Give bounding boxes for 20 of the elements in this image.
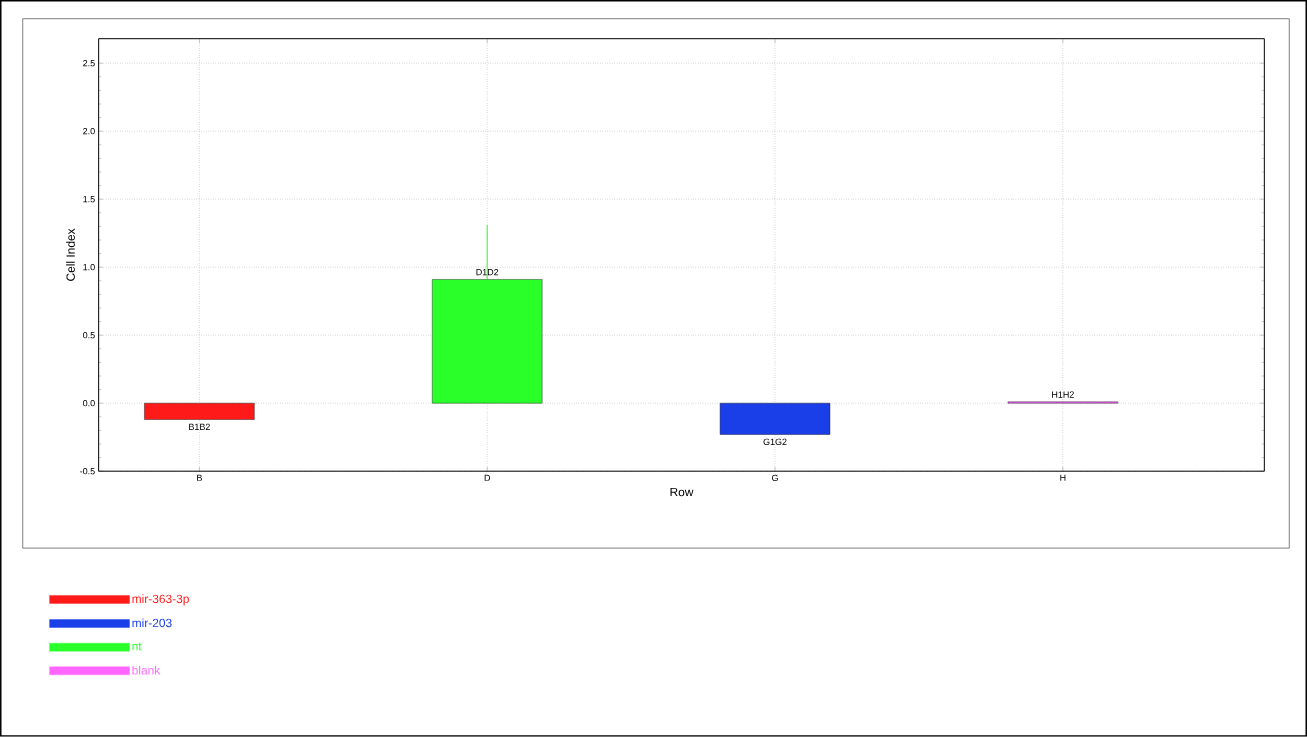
- y-tick-label: 2.0: [83, 128, 95, 135]
- x-tick-label: G: [772, 474, 778, 482]
- text: nt: [132, 642, 142, 651]
- annotation: H1H2: [1052, 391, 1074, 398]
- text: mir-203: [132, 618, 172, 628]
- x-tick-label: D: [484, 474, 491, 482]
- x-tick-label: H: [1060, 474, 1066, 482]
- text: mir-363-3p: [132, 594, 189, 606]
- text: blank: [132, 665, 161, 675]
- y-tick-label: 0.5: [83, 332, 95, 339]
- annotation: G1G2: [763, 438, 787, 446]
- y-tick-label: 1.0: [83, 264, 95, 271]
- y-tick-label: 0.0: [83, 400, 95, 407]
- annotation: B1B2: [189, 423, 210, 431]
- x-axis-title: Row: [670, 488, 694, 497]
- y-tick-label: -0.5: [80, 468, 95, 475]
- y-tick-label: 2.5: [83, 60, 95, 67]
- y-tick-label: 1.5: [83, 196, 95, 203]
- y-axis-title: Cell Index: [66, 228, 75, 282]
- x-tick-label: B: [197, 474, 202, 482]
